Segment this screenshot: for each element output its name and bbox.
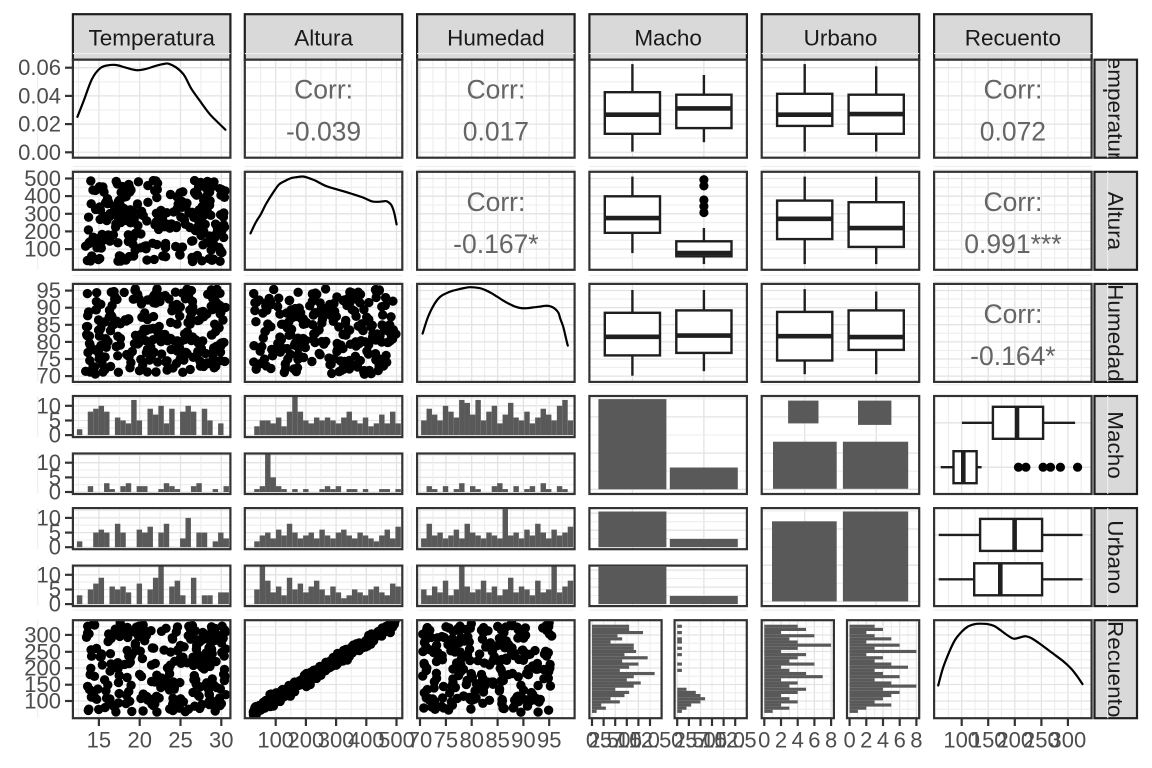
svg-text:400: 400 [348,728,385,753]
svg-text:200: 200 [24,219,61,244]
svg-text:0.06: 0.06 [18,55,61,80]
svg-text:6: 6 [894,728,906,753]
svg-text:Urbano: Urbano [1102,520,1127,594]
svg-text:75: 75 [434,728,458,753]
svg-text:Urbano: Urbano [804,26,878,51]
svg-text:15: 15 [87,728,111,753]
svg-text:Humedad: Humedad [1102,284,1127,382]
svg-text:Recuento: Recuento [965,26,1061,51]
svg-text:0: 0 [758,728,770,753]
svg-text:200: 200 [996,728,1033,753]
svg-text:0: 0 [49,480,61,505]
svg-text:8: 8 [825,728,837,753]
svg-text:95: 95 [537,728,561,753]
svg-text:7.5: 7.5 [612,728,643,753]
svg-text:30: 30 [209,728,233,753]
svg-text:-0.164*: -0.164* [970,341,1055,371]
svg-text:25: 25 [168,728,192,753]
svg-text:Corr:: Corr: [983,187,1042,217]
svg-text:Corr:: Corr: [983,75,1042,105]
svg-text:150: 150 [24,672,61,697]
svg-text:0: 0 [671,728,683,753]
svg-text:95: 95 [37,278,61,303]
svg-text:100: 100 [24,237,61,262]
svg-text:Altura: Altura [294,26,353,51]
svg-text:Recuento: Recuento [1102,621,1127,717]
svg-text:5: 5 [49,465,61,490]
svg-text:Macho: Macho [634,26,702,51]
svg-text:100: 100 [943,728,980,753]
svg-text:7.5: 7.5 [697,728,728,753]
svg-text:8: 8 [910,728,922,753]
svg-text:5: 5 [49,577,61,602]
svg-text:4: 4 [792,728,804,753]
svg-text:Humedad: Humedad [447,26,545,51]
svg-text:90: 90 [511,728,535,753]
svg-text:4: 4 [877,728,889,753]
svg-text:Temperatura: Temperatura [89,26,216,51]
svg-text:300: 300 [24,622,61,647]
svg-text:2: 2 [775,728,787,753]
svg-text:10.0: 10.0 [617,728,660,753]
svg-text:-0.167*: -0.167* [453,229,538,259]
svg-text:Corr:: Corr: [294,75,353,105]
svg-text:300: 300 [24,201,61,226]
svg-text:250: 250 [1023,728,1060,753]
svg-text:75: 75 [37,347,61,372]
svg-text:0: 0 [49,423,61,448]
svg-text:Corr:: Corr: [466,187,525,217]
svg-text:200: 200 [288,728,325,753]
svg-text:20: 20 [127,728,151,753]
svg-text:10: 10 [37,562,61,587]
svg-text:100: 100 [24,689,61,714]
svg-text:85: 85 [485,728,509,753]
svg-text:0.04: 0.04 [18,83,61,108]
svg-text:0.02: 0.02 [18,112,61,137]
svg-text:12.5: 12.5 [714,728,757,753]
svg-text:5: 5 [49,408,61,433]
svg-text:Macho: Macho [1102,411,1127,479]
svg-text:5.0: 5.0 [685,728,716,753]
svg-text:250: 250 [24,639,61,664]
svg-text:0.991***: 0.991*** [964,229,1061,259]
svg-text:300: 300 [318,728,355,753]
svg-text:6: 6 [808,728,820,753]
svg-text:0.00: 0.00 [18,140,61,165]
svg-text:12.5: 12.5 [629,728,672,753]
svg-text:-0.039: -0.039 [286,117,361,147]
svg-text:Temperatura: Temperatura [1102,46,1127,173]
svg-text:0: 0 [49,535,61,560]
svg-text:2.5: 2.5 [674,728,705,753]
svg-text:70: 70 [37,364,61,389]
svg-text:Corr:: Corr: [466,75,525,105]
svg-text:0: 0 [49,592,61,617]
svg-text:80: 80 [37,329,61,354]
svg-text:0: 0 [586,728,598,753]
svg-text:5.0: 5.0 [600,728,631,753]
svg-text:10: 10 [37,393,61,418]
svg-text:200: 200 [24,656,61,681]
svg-text:500: 500 [378,728,415,753]
svg-text:2.5: 2.5 [588,728,619,753]
svg-text:80: 80 [459,728,483,753]
svg-text:10.0: 10.0 [702,728,745,753]
svg-text:0: 0 [843,728,855,753]
svg-text:90: 90 [37,295,61,320]
svg-text:0.017: 0.017 [463,117,529,147]
svg-text:Altura: Altura [1102,191,1127,250]
svg-text:400: 400 [24,184,61,209]
svg-text:100: 100 [257,728,294,753]
svg-text:70: 70 [408,728,432,753]
svg-text:150: 150 [970,728,1007,753]
svg-text:2: 2 [860,728,872,753]
svg-text:85: 85 [37,312,61,337]
svg-text:300: 300 [1050,728,1087,753]
svg-text:0.072: 0.072 [980,117,1046,147]
svg-text:10: 10 [37,505,61,530]
svg-text:500: 500 [24,166,61,191]
svg-text:10: 10 [37,450,61,475]
svg-text:5: 5 [49,520,61,545]
svg-text:Corr:: Corr: [983,299,1042,329]
